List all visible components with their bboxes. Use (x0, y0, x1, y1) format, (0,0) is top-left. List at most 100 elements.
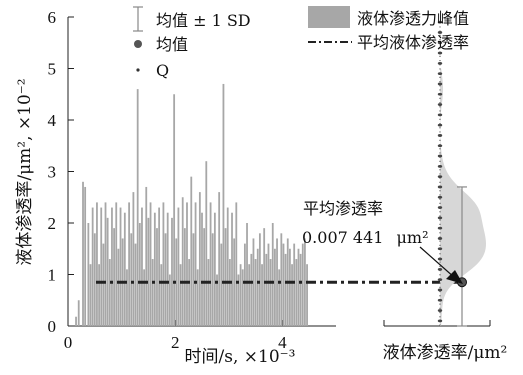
y-axis-title: 液体渗透率/μm², ×10⁻² (15, 78, 35, 265)
annotation: 平均渗透率 0.007 441 μm² (302, 199, 463, 284)
bar-74 (237, 274, 240, 326)
bar-21 (123, 212, 126, 326)
bar-16 (113, 228, 115, 326)
q-dot-18 (437, 134, 443, 137)
bar-88 (267, 243, 270, 326)
bar-4 (87, 223, 90, 326)
bar-66 (220, 243, 223, 326)
bar-12 (104, 202, 107, 326)
q-dot-25 (437, 61, 443, 65)
bar-80 (250, 253, 253, 326)
q-dot-6 (437, 257, 443, 261)
bar-7 (93, 233, 96, 326)
x-tick-label-1: 2 (171, 333, 180, 352)
bar-18 (117, 248, 120, 326)
annotation-arrow-head (446, 270, 463, 284)
bar-57 (201, 212, 203, 326)
bar-63 (213, 212, 216, 326)
bar-59 (205, 161, 208, 326)
q-dot-23 (437, 82, 443, 86)
bar-67 (222, 83, 225, 326)
bar-53 (192, 233, 195, 326)
y-tick-label-1: 1 (48, 266, 57, 285)
bar-82 (254, 259, 257, 326)
q-dot-19 (437, 123, 443, 127)
bar-71 (231, 212, 233, 326)
bar-32 (147, 217, 150, 326)
bar-9 (98, 264, 100, 326)
bar-54 (194, 202, 197, 326)
bar-10 (100, 207, 103, 326)
bar-13 (106, 217, 109, 326)
bar-35 (153, 212, 156, 326)
legend-item-q: Q (136, 61, 169, 80)
x-tick-label-2: 4 (278, 333, 287, 352)
q-dot-2 (437, 298, 443, 302)
bar-33 (149, 202, 152, 326)
bar-46 (177, 207, 180, 326)
annotation-arrow-line (419, 246, 456, 279)
bar-8 (96, 202, 98, 326)
annotation-value: 0.007 441 μm² (302, 228, 429, 247)
bar-47 (179, 264, 182, 326)
q-dot-4 (437, 278, 443, 282)
bar-61 (209, 202, 212, 326)
bar-56 (198, 192, 201, 326)
legend-item-avg-line: 平均液体渗透率 (308, 33, 469, 52)
bar-15 (111, 207, 113, 326)
x-tick-label-0: 0 (64, 333, 73, 352)
bar-27 (136, 89, 139, 326)
legend-item-peak: 液体渗透力峰值 (308, 6, 469, 28)
legend-label-q: Q (156, 61, 169, 80)
bar-6 (91, 207, 94, 326)
q-dot-1 (437, 309, 443, 312)
x-ticks: 0 2 4 (64, 320, 287, 352)
bar-100 (293, 243, 296, 326)
marginal-x-axis-title: 液体渗透率/μm² (383, 343, 508, 363)
bar-87 (265, 253, 268, 326)
bar-72 (233, 238, 236, 326)
q-dots (437, 20, 443, 323)
annotation-value-number: 0.007 441 (302, 228, 383, 247)
bar-60 (207, 259, 210, 326)
legend-label-mean: 均值 (156, 35, 188, 54)
bar-49 (183, 228, 186, 326)
q-dot-12 (437, 195, 443, 199)
q-dot-9 (437, 226, 443, 230)
bar-14 (108, 259, 111, 326)
bar-79 (248, 264, 251, 326)
bar-73 (235, 202, 238, 326)
y-tick-label-5: 5 (48, 60, 57, 79)
y-tick-label-2: 2 (48, 214, 57, 233)
bar-68 (224, 228, 227, 326)
y-tick-label-3: 3 (48, 163, 57, 182)
y-ticks: 0 1 2 3 4 5 6 (48, 8, 74, 336)
bar-77 (243, 243, 246, 326)
bar-106 (306, 264, 308, 326)
bars (75, 83, 308, 326)
bar-98 (289, 248, 291, 326)
bar-78 (246, 223, 248, 326)
bar-102 (297, 248, 300, 326)
legend-label-avg-line: 平均液体渗透率 (357, 33, 469, 52)
bar-91 (273, 248, 276, 326)
q-dot-7 (437, 247, 443, 251)
density-area (440, 68, 486, 326)
legend-label-peak: 液体渗透力峰值 (357, 9, 469, 28)
bar-94 (280, 233, 283, 326)
q-dot-8 (437, 237, 443, 240)
q-dot-20 (437, 113, 443, 117)
y-tick-label-6: 6 (48, 8, 57, 27)
bar-83 (256, 248, 259, 326)
bar-42 (168, 274, 171, 326)
bar-105 (304, 238, 306, 326)
bar-99 (291, 264, 293, 326)
bar-26 (134, 243, 137, 326)
bar-3 (84, 186, 87, 326)
bar-34 (151, 259, 154, 326)
bar-86 (263, 228, 266, 326)
q-dot-21 (437, 103, 443, 106)
q-dot-11 (437, 206, 443, 209)
bar-55 (196, 269, 199, 326)
